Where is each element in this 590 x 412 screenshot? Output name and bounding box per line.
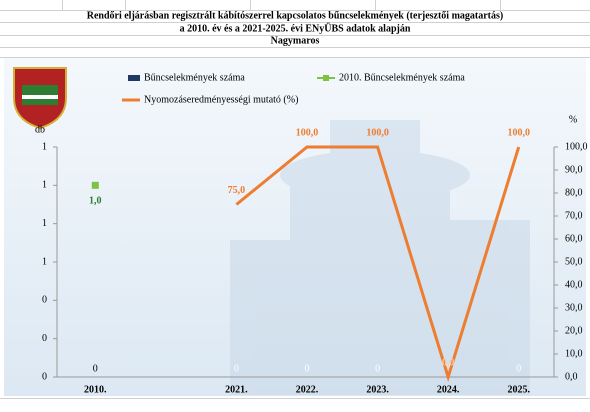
- line-value-label: 0,0: [442, 357, 455, 368]
- legend-label: Nyomozáseredményességi mutató (%): [144, 94, 298, 105]
- line-value-label: 100,0: [366, 127, 389, 138]
- bar-value-label: 0: [93, 363, 98, 374]
- marker: [91, 181, 99, 189]
- y2-tick-label: 0,0: [565, 371, 578, 382]
- x-tick-label: 2022.: [296, 384, 319, 395]
- y-tick-label: 0: [42, 333, 47, 344]
- y2-axis-label: %: [569, 114, 577, 125]
- line-value-label: 75,0: [228, 185, 246, 196]
- bar-value-label: 0: [446, 363, 451, 374]
- y-tick-label: 1: [42, 141, 47, 152]
- y-axis-label: db: [35, 124, 45, 135]
- y2-tick-label: 100,0: [565, 141, 588, 152]
- chart-title: Rendőri eljárásban regisztrált kábítósze…: [87, 10, 504, 21]
- legend-label: Bűncselekmények száma: [144, 72, 245, 83]
- y2-tick-label: 20,0: [565, 325, 583, 336]
- y-tick-label: 1: [42, 180, 47, 191]
- bar-value-label: 0: [516, 363, 521, 374]
- y2-tick-label: 30,0: [565, 302, 583, 313]
- y-tick-label: 1: [42, 256, 47, 267]
- legend-swatch: [323, 75, 329, 81]
- building-backdrop: [230, 120, 530, 395]
- bar-value-label: 0: [305, 363, 310, 374]
- y2-tick-label: 40,0: [565, 279, 583, 290]
- bar-value-label: 0: [375, 363, 380, 374]
- y2-tick-label: 60,0: [565, 233, 583, 244]
- x-tick-label: 2024.: [437, 384, 460, 395]
- marker-value-label: 1,0: [89, 196, 102, 207]
- bar-value-label: 0: [234, 363, 239, 374]
- x-tick-label: 2021.: [225, 384, 248, 395]
- sheet-grid: [0, 0, 590, 399]
- police-logo: [13, 67, 67, 130]
- y-tick-label: 0: [42, 371, 47, 382]
- y2-tick-label: 80,0: [565, 187, 583, 198]
- line: [235, 145, 521, 383]
- legend-label: 2010. Bűncselekmények száma: [339, 72, 465, 83]
- y2-tick-label: 10,0: [565, 348, 583, 359]
- y2-tick-label: 90,0: [565, 164, 583, 175]
- line-value-label: 100,0: [296, 127, 319, 138]
- y-tick-label: 0: [42, 295, 47, 306]
- y2-tick-label: 50,0: [565, 256, 583, 267]
- legend-swatch: [128, 75, 140, 81]
- line-value-label: 100,0: [507, 127, 530, 138]
- x-tick-label: 2023.: [366, 384, 389, 395]
- y-tick-label: 1: [42, 218, 47, 229]
- chart-subtitle: a 2010. év és a 2021-2025. évi ENyÜBS ad…: [180, 21, 411, 34]
- x-tick-label: 2010.: [84, 384, 107, 395]
- location: Nagymaros: [271, 35, 320, 46]
- x-tick-label: 2025.: [507, 384, 530, 395]
- y2-tick-label: 70,0: [565, 210, 583, 221]
